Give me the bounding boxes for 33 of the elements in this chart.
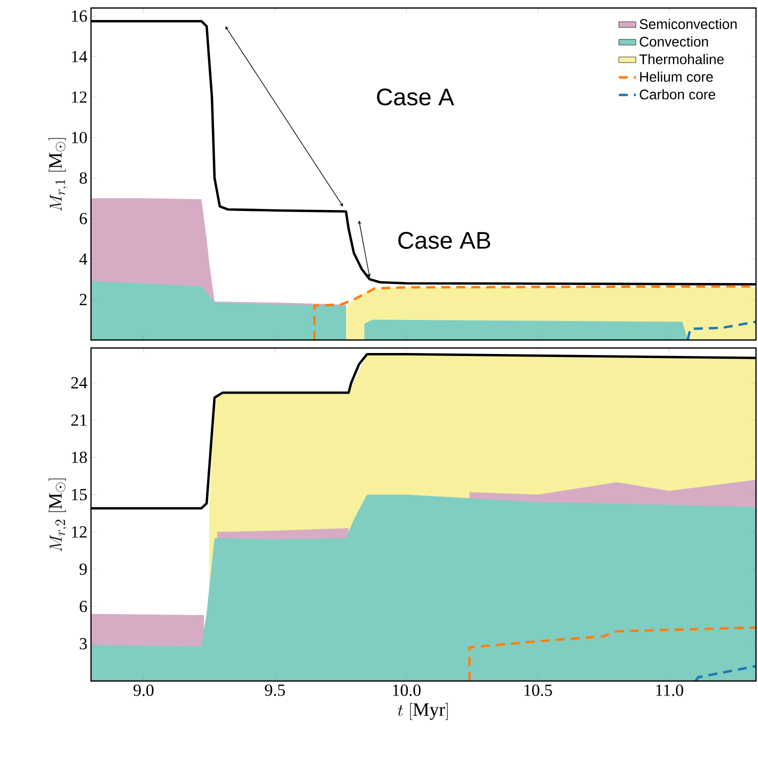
y-tick-label: 2 — [80, 294, 87, 306]
x-axis-title: $t\ [\mathrm{Myr}]$ — [398, 702, 448, 720]
legend-label: Convection — [640, 36, 708, 47]
legend-label: Semiconvection — [640, 18, 737, 30]
x-tick-label: 9.0 — [134, 684, 154, 696]
y-tick-label: 8 — [80, 172, 87, 184]
y-axis-title: $M_{r,1}\ [\mathrm{M}_\odot]$ — [48, 138, 68, 211]
y-axis-title: $M_{r,2}\ [\mathrm{M}_\odot]$ — [48, 478, 68, 552]
y-tick-label: 15 — [72, 488, 87, 500]
x-tick-label: 11.0 — [656, 684, 684, 696]
y-tick-label: 6 — [80, 212, 87, 224]
y-tick-label: 12 — [72, 526, 87, 538]
y-tick-label: 24 — [71, 377, 88, 388]
line-series — [686, 320, 756, 340]
legend-label: Carbon core — [640, 89, 716, 100]
legend-label: Thermohaline — [639, 54, 724, 64]
y-tick-label: 21 — [71, 414, 86, 426]
y-tick-label: 4 — [79, 253, 88, 265]
y-tick-label: 9 — [80, 563, 87, 575]
annotation: Case AB — [398, 232, 490, 249]
y-tick-label: 6 — [80, 600, 87, 612]
x-tick-label: 10.0 — [393, 684, 421, 696]
x-tick-label: 9.5 — [264, 684, 285, 696]
y-tick-label: 14 — [72, 50, 88, 62]
y-tick-label: 18 — [72, 452, 87, 464]
y-tick-label: 12 — [72, 91, 87, 103]
legend-label: Helium core — [640, 72, 713, 82]
x-tick-label: 10.5 — [524, 684, 552, 696]
y-tick-label: 10 — [72, 132, 87, 144]
annotation: Case A — [377, 88, 454, 106]
y-tick-label: 16 — [72, 10, 87, 22]
y-tick-label: 3 — [80, 638, 87, 650]
line-series — [468, 626, 756, 681]
